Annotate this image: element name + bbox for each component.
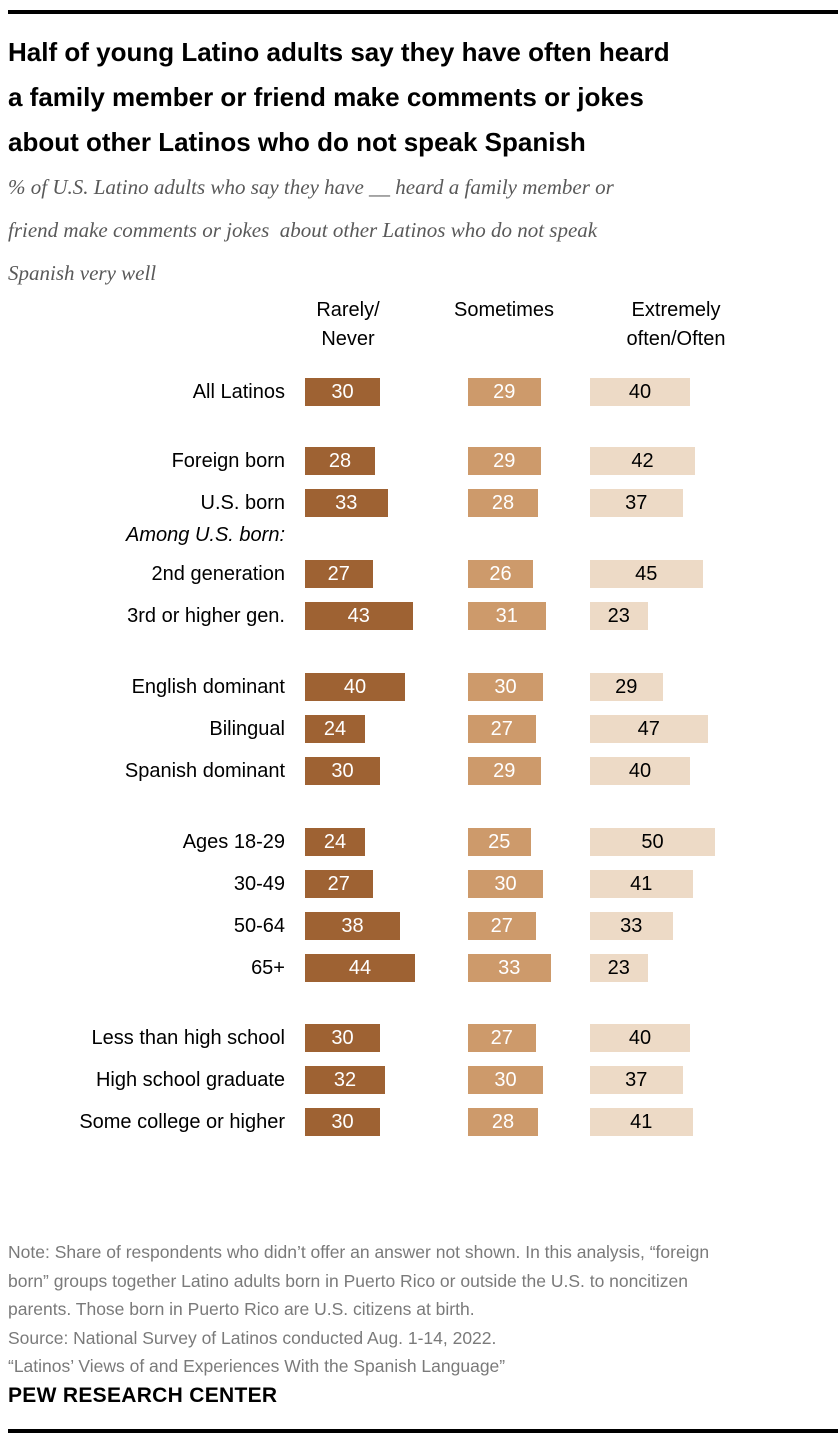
row-label: All Latinos (192, 381, 285, 403)
bar-rarely-never: 27 (305, 560, 373, 588)
chart-row: Foreign born 28 29 42 (0, 447, 840, 475)
row-label: Ages 18-29 (182, 831, 285, 853)
bar-extremely-often-often: 50 (590, 828, 715, 856)
chart-group: Ages 18-29 24 25 50 30-49 27 30 41 50-64 38 27 33 65… (0, 828, 840, 982)
bar-rarely-never: 32 (305, 1066, 385, 1094)
chart-row: 2nd generation 27 26 45 (0, 560, 840, 588)
section-label: Among U.S. born: (126, 524, 285, 546)
source-text: Source: National Survey of Latinos condu… (8, 1327, 497, 1348)
bar-extremely-often-often: 40 (590, 757, 690, 785)
bar-rarely-never: 24 (305, 715, 365, 743)
row-label: 50-64 (233, 915, 285, 937)
chart-subtitle: % of U.S. Latino adults who say they hav… (8, 175, 614, 285)
chart-group: Among U.S. born: 2nd generation 27 26 45 3rd … (0, 523, 840, 630)
chart-title: Half of young Latino adults say they hav… (8, 37, 670, 157)
bar-sometimes: 30 (468, 870, 543, 898)
bar-extremely-often-often: 47 (590, 715, 708, 743)
bar-rarely-never: 38 (305, 912, 400, 940)
bar-sometimes: 28 (468, 489, 538, 517)
bar-rarely-never: 24 (305, 828, 365, 856)
row-label: Less than high school (91, 1027, 285, 1049)
bar-rarely-never: 30 (305, 757, 380, 785)
bar-sometimes: 29 (468, 447, 541, 475)
row-label: Foreign born (171, 450, 285, 472)
footer-notes: Note: Share of respondents who didn’t of… (8, 1238, 832, 1381)
chart-group: Less than high school 30 27 40 High school g… (0, 1024, 840, 1136)
report-title-text: “Latinos’ Views of and Experiences With … (8, 1356, 506, 1376)
note-text: Note: Share of respondents who didn’t of… (8, 1242, 710, 1319)
row-label: 2nd generation (151, 563, 285, 585)
row-label: Spanish dominant (124, 760, 285, 782)
bar-extremely-often-often: 41 (590, 1108, 693, 1136)
bar-sometimes: 31 (468, 602, 546, 630)
chart-rows: All Latinos 30 29 40 Foreign born 28 29 42 U.S. … (0, 378, 840, 1136)
chart-row: All Latinos 30 29 40 (0, 378, 840, 406)
chart-row: U.S. born 33 28 37 (0, 489, 840, 517)
row-label: High school graduate (95, 1069, 285, 1091)
bar-rarely-never: 27 (305, 870, 373, 898)
row-label: U.S. born (200, 492, 285, 514)
bar-rarely-never: 28 (305, 447, 375, 475)
brand: PEW RESEARCH CENTER (8, 1384, 278, 1407)
bar-sometimes: 28 (468, 1108, 538, 1136)
bar-extremely-often-often: 33 (590, 912, 673, 940)
chart-group: English dominant 40 30 29 Bilingual 24 27 47 Spa… (0, 673, 840, 785)
top-rule (8, 10, 838, 14)
chart-row: Bilingual 24 27 47 (0, 715, 840, 743)
bar-sometimes: 33 (468, 954, 551, 982)
row-label: Bilingual (209, 718, 285, 740)
bar-sometimes: 26 (468, 560, 533, 588)
row-label: Some college or higher (79, 1111, 285, 1133)
chart-group: Foreign born 28 29 42 U.S. born 33 28 37 (0, 447, 840, 517)
row-label: 30-49 (233, 873, 285, 895)
bar-extremely-often-often: 40 (590, 1024, 690, 1052)
row-label: English dominant (131, 676, 285, 698)
chart-row: 30-49 27 30 41 (0, 870, 840, 898)
chart-row: Some college or higher 30 28 41 (0, 1108, 840, 1136)
bar-rarely-never: 43 (305, 602, 413, 630)
bar-sometimes: 29 (468, 378, 541, 406)
bar-sometimes: 25 (468, 828, 531, 856)
bar-rarely-never: 40 (305, 673, 405, 701)
bar-rarely-never: 30 (305, 1108, 380, 1136)
column-header-rarely-never: Rarely/ Never (316, 299, 380, 350)
column-header-extremely-often-often: Extremely often/Often (626, 299, 726, 350)
bar-extremely-often-often: 23 (590, 602, 648, 630)
bar-sometimes: 30 (468, 673, 543, 701)
bar-sometimes: 27 (468, 715, 536, 743)
row-label: 65+ (251, 957, 285, 979)
column-header-sometimes: Sometimes (453, 299, 555, 321)
chart-row: Ages 18-29 24 25 50 (0, 828, 840, 856)
bar-sometimes: 30 (468, 1066, 543, 1094)
bar-rarely-never: 44 (305, 954, 415, 982)
bar-extremely-often-often: 40 (590, 378, 690, 406)
chart-row: High school graduate 32 30 37 (0, 1066, 840, 1094)
chart-row: 3rd or higher gen. 43 31 23 (0, 602, 840, 630)
bar-rarely-never: 30 (305, 1024, 380, 1052)
row-label: 3rd or higher gen. (127, 605, 285, 627)
bar-sometimes: 29 (468, 757, 541, 785)
bar-extremely-often-often: 37 (590, 489, 683, 517)
bar-sometimes: 27 (468, 912, 536, 940)
bottom-rule (8, 1429, 838, 1433)
bar-extremely-often-often: 41 (590, 870, 693, 898)
chart-row: English dominant 40 30 29 (0, 673, 840, 701)
bar-rarely-never: 33 (305, 489, 388, 517)
bar-rarely-never: 30 (305, 378, 380, 406)
bar-extremely-often-often: 37 (590, 1066, 683, 1094)
chart-row: 50-64 38 27 33 (0, 912, 840, 940)
chart-row: 65+ 44 33 23 (0, 954, 840, 982)
chart-group: All Latinos 30 29 40 (0, 378, 840, 406)
bar-extremely-often-often: 42 (590, 447, 695, 475)
bar-extremely-often-often: 45 (590, 560, 703, 588)
bar-extremely-often-often: 29 (590, 673, 663, 701)
bar-extremely-often-often: 23 (590, 954, 648, 982)
bar-sometimes: 27 (468, 1024, 536, 1052)
chart-row: Spanish dominant 30 29 40 (0, 757, 840, 785)
chart-row: Less than high school 30 27 40 (0, 1024, 840, 1052)
